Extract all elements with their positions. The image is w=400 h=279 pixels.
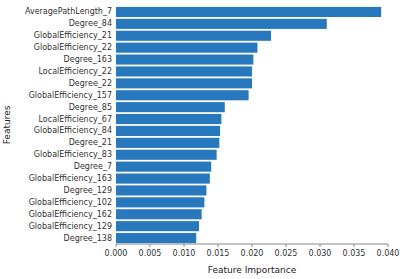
x-tick: [286, 244, 287, 247]
x-tick-label: 0.030: [309, 249, 332, 258]
y-tick-label: GlobalEfficiency_162: [29, 210, 112, 219]
x-tick-label: 0.000: [105, 249, 128, 258]
y-tick-label: GlobalEfficiency_129: [29, 222, 112, 231]
x-tick: [218, 244, 219, 247]
bar: [116, 126, 220, 136]
y-tick-label: AveragePathLength_7: [25, 7, 112, 16]
bar: [116, 173, 210, 183]
y-tick-label: Degree_84: [69, 19, 112, 28]
x-tick: [320, 244, 321, 247]
x-axis-label: Feature Importance: [208, 265, 297, 275]
bars: [116, 7, 381, 243]
x-tick-label: 0.025: [275, 249, 298, 258]
bar: [116, 138, 219, 148]
y-tick-label: Degree_22: [69, 79, 112, 88]
y-axis-label: Features: [2, 105, 12, 144]
bar: [116, 102, 225, 112]
bar: [116, 78, 252, 88]
bar: [116, 197, 204, 207]
x-tick: [354, 244, 355, 247]
bar: [116, 162, 211, 172]
x-tick-label: 0.005: [139, 249, 162, 258]
y-tick-label: Degree_129: [64, 186, 112, 195]
y-tick-label: Degree_163: [64, 55, 112, 64]
x-tick-label: 0.010: [173, 249, 196, 258]
bar: [116, 233, 196, 243]
y-tick-label: GlobalEfficiency_22: [34, 43, 112, 52]
bar: [116, 19, 327, 29]
y-tick-label: GlobalEfficiency_157: [29, 91, 112, 100]
y-tick-label: GlobalEfficiency_21: [34, 31, 112, 40]
x-tick: [184, 244, 185, 247]
y-tick-label: Degree_85: [69, 103, 112, 112]
bar: [116, 7, 381, 17]
chart: Degree_138 GlobalEfficiency_129 GlobalEffi…: [0, 0, 400, 279]
bar: [116, 150, 217, 160]
x-tick-label: 0.015: [207, 249, 230, 258]
y-tick-label: GlobalEfficiency_84: [34, 126, 112, 135]
x-tick: [252, 244, 253, 247]
x-tick-label: 0.040: [377, 249, 400, 258]
y-tick-label: Degree_138: [64, 234, 112, 243]
bar: [116, 90, 249, 100]
bar: [116, 209, 202, 219]
y-tick-label: Degree_7: [74, 162, 112, 171]
bar: [116, 221, 199, 231]
y-tick-label: Degree_21: [69, 138, 112, 147]
y-tick-label: GlobalEfficiency_163: [29, 174, 112, 183]
bar: [116, 185, 206, 195]
x-tick: [388, 244, 389, 247]
bar: [116, 31, 271, 41]
y-tick-label: GlobalEfficiency_83: [34, 150, 112, 159]
x-tick: [150, 244, 151, 247]
bar: [116, 66, 252, 76]
x-tick: [116, 244, 117, 247]
bar: [116, 114, 221, 124]
x-tick-label: 0.020: [241, 249, 264, 258]
y-tick-label: GlobalEfficiency_102: [29, 198, 112, 207]
x-tick-label: 0.035: [343, 249, 366, 258]
bar: [116, 54, 253, 64]
y-tick-label: LocalEfficiency_22: [39, 67, 112, 76]
bar: [116, 43, 257, 53]
y-tick-label: LocalEfficiency_67: [39, 115, 112, 124]
